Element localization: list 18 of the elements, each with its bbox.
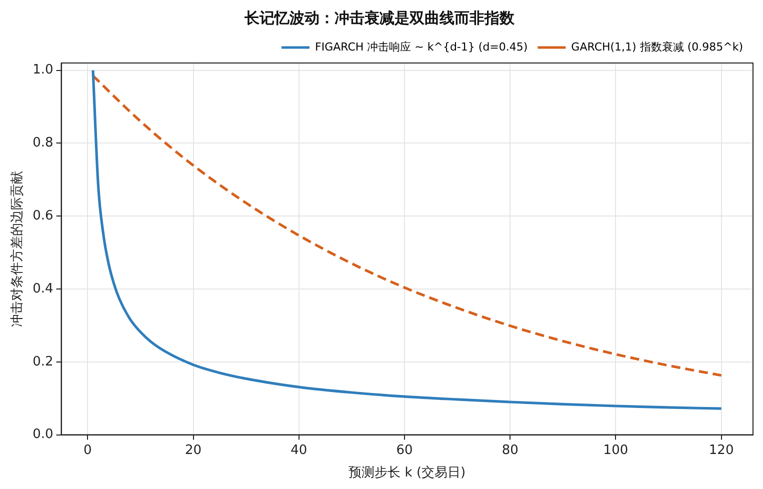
legend-label: GARCH(1,1) 指数衰减 (0.985^k) — [571, 40, 743, 54]
y-axis-title: 冲击对条件方差的边际贡献 — [9, 170, 26, 327]
x-axis-title: 预测步长 k (交易日) — [348, 464, 466, 481]
x-tick-label: 100 — [603, 442, 628, 458]
y-tick-label: 0.2 — [32, 354, 54, 370]
x-tick-label: 20 — [185, 442, 202, 458]
chart-title: 长记忆波动：冲击衰减是双曲线而非指数 — [244, 8, 516, 27]
y-tick-label: 0.8 — [32, 136, 54, 151]
x-tick-label: 0 — [84, 442, 92, 458]
legend-label: FIGARCH 冲击响应 ~ k^{d-1} (d=0.45) — [314, 40, 528, 54]
x-tick-label: 80 — [502, 442, 518, 458]
x-tick-label: 40 — [290, 442, 308, 458]
x-tick-label: 60 — [396, 442, 413, 458]
y-tick-label: 0.6 — [32, 208, 54, 224]
x-tick-label: 120 — [708, 442, 734, 458]
y-tick-label: 1.0 — [32, 62, 54, 78]
y-tick-label: 0.4 — [32, 281, 54, 296]
y-tick-label: 0.0 — [32, 427, 54, 442]
